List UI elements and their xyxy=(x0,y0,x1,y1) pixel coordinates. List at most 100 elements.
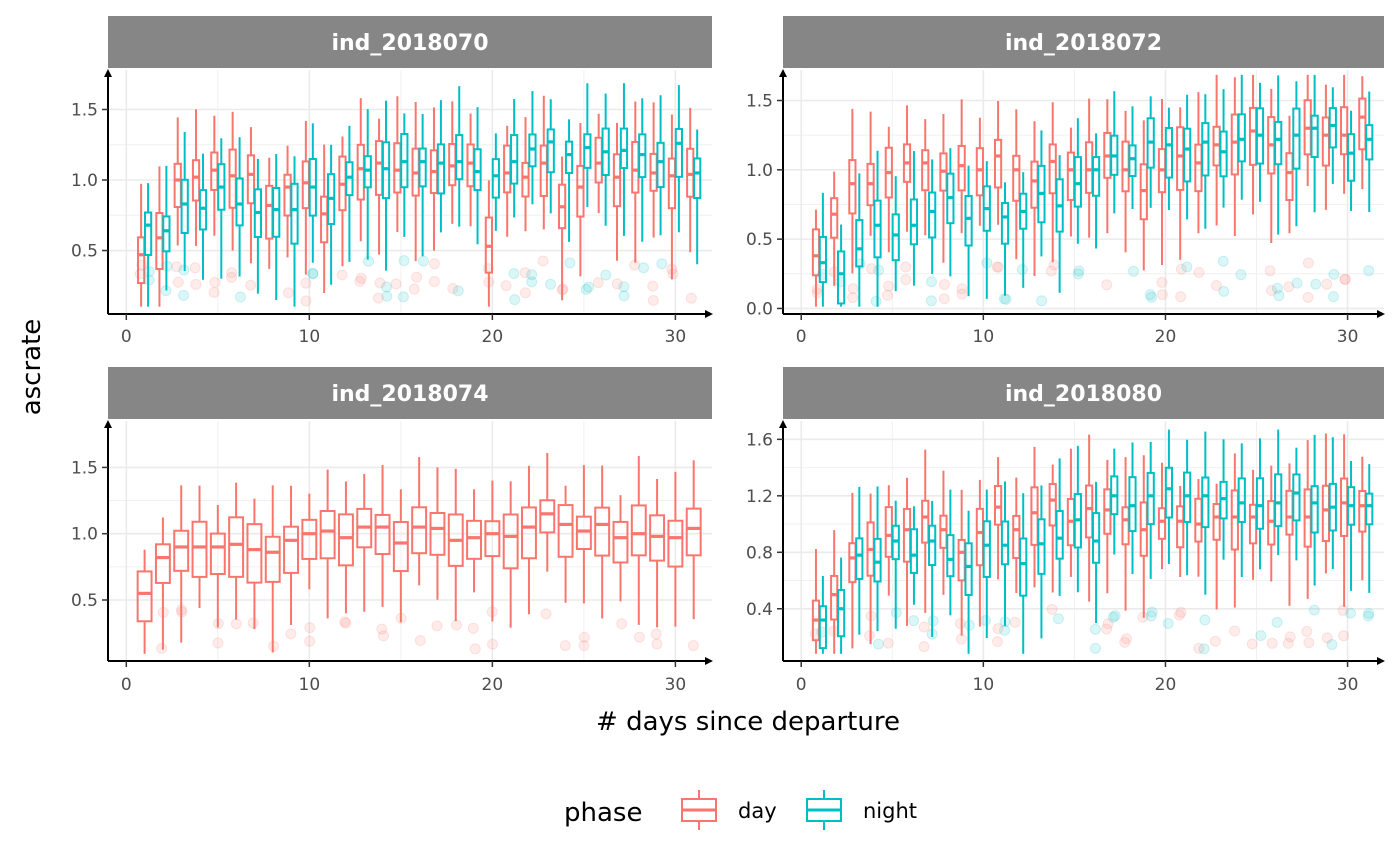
outlier-point xyxy=(1073,265,1085,277)
series-day xyxy=(811,74,1367,307)
outlier-point xyxy=(1310,278,1322,290)
x-tick-label: 10 xyxy=(973,675,995,695)
box xyxy=(374,140,384,196)
box xyxy=(1012,154,1021,202)
x-tick-label: 0 xyxy=(121,327,132,347)
axes: 0 10 20 30 0.0 0.5 1.0 1.5 xyxy=(746,69,1385,347)
outlier-point xyxy=(1339,273,1351,285)
outlier-point xyxy=(583,281,595,293)
box xyxy=(993,485,1003,526)
box xyxy=(521,161,530,198)
box xyxy=(1285,489,1294,536)
y-axis-arrow xyxy=(779,420,787,428)
box xyxy=(466,519,483,560)
outlier-point xyxy=(1209,635,1221,647)
box xyxy=(1340,477,1349,537)
box xyxy=(436,143,446,195)
box xyxy=(1365,492,1374,526)
outlier-point xyxy=(925,295,937,307)
facet-strip xyxy=(108,367,712,419)
box xyxy=(539,499,556,534)
facet-title: ind_2018074 xyxy=(331,382,488,407)
outlier-point xyxy=(900,274,912,286)
outlier-point xyxy=(618,290,630,302)
outlier-point xyxy=(189,262,201,274)
outlier-point xyxy=(340,617,352,629)
box xyxy=(429,511,446,556)
box xyxy=(392,521,409,573)
outlier-point xyxy=(1266,637,1278,649)
outlier-point xyxy=(1255,630,1267,642)
y-tick-label: 0.5 xyxy=(71,242,98,262)
outlier-point xyxy=(991,636,1003,648)
outlier-point xyxy=(882,637,894,649)
outlier-point xyxy=(578,640,590,652)
outlier-point xyxy=(451,619,463,631)
outlier-point xyxy=(1303,637,1315,649)
y-tick-label: 1.2 xyxy=(746,487,773,507)
box xyxy=(418,147,427,188)
outlier-point xyxy=(687,640,699,652)
box xyxy=(503,144,512,194)
outlier-point xyxy=(1273,290,1285,302)
box xyxy=(1091,512,1101,564)
box xyxy=(594,506,611,557)
outlier-point xyxy=(540,608,552,620)
legend-label: day xyxy=(738,799,777,823)
y-tick-label: 1.6 xyxy=(746,430,773,450)
outlier-point xyxy=(1046,603,1058,615)
outlier-point xyxy=(1090,642,1102,654)
y-tick-label: 1.0 xyxy=(71,525,98,545)
box xyxy=(1048,143,1057,195)
y-tick-label: 1.5 xyxy=(746,92,773,112)
outlier-point xyxy=(526,276,538,288)
series-day xyxy=(809,433,1367,654)
box xyxy=(982,520,991,578)
outlier-point xyxy=(282,287,294,299)
box xyxy=(939,514,948,549)
outlier-point xyxy=(1218,285,1230,297)
box xyxy=(946,534,955,578)
box xyxy=(264,535,281,583)
x-tick-label: 10 xyxy=(973,327,995,347)
box xyxy=(1255,477,1265,530)
panel-2: ind_2018072 0 10 20 30 0.0 0.5 1.0 1.5 xyxy=(746,16,1385,347)
outlier-point xyxy=(925,276,937,288)
box xyxy=(1274,473,1283,528)
outlier-point xyxy=(1362,610,1374,622)
box xyxy=(1274,120,1283,166)
box xyxy=(830,574,839,621)
outlier-point xyxy=(428,258,440,270)
box xyxy=(957,144,966,192)
box xyxy=(1176,126,1185,191)
outlier-point xyxy=(307,267,319,279)
box xyxy=(1321,116,1330,167)
box xyxy=(667,157,677,210)
y-tick-label: 0.8 xyxy=(746,543,773,563)
box xyxy=(283,525,299,574)
outlier-point xyxy=(230,618,242,630)
box xyxy=(631,141,640,194)
box xyxy=(964,194,973,247)
box xyxy=(1012,514,1021,559)
outlier-point xyxy=(1000,293,1012,305)
box xyxy=(964,542,973,596)
box xyxy=(1321,484,1330,543)
box xyxy=(619,127,629,170)
box xyxy=(1230,489,1239,551)
box xyxy=(491,158,500,199)
outlier-point xyxy=(1072,268,1084,280)
outlier-point xyxy=(376,623,388,635)
outlier-point xyxy=(247,617,259,629)
outlier-point xyxy=(431,620,443,632)
outlier-point xyxy=(882,280,894,292)
axes: 0 10 20 30 0.5 1.0 1.5 xyxy=(71,420,713,695)
outlier-point xyxy=(1291,277,1303,289)
box xyxy=(1346,133,1356,182)
box xyxy=(667,519,684,568)
outlier-point xyxy=(1101,279,1113,291)
panel-1: ind_2018070 0 10 20 30 0.5 1.0 1.5 xyxy=(71,16,713,347)
box xyxy=(1194,143,1203,193)
x-axis-arrow xyxy=(705,657,713,665)
